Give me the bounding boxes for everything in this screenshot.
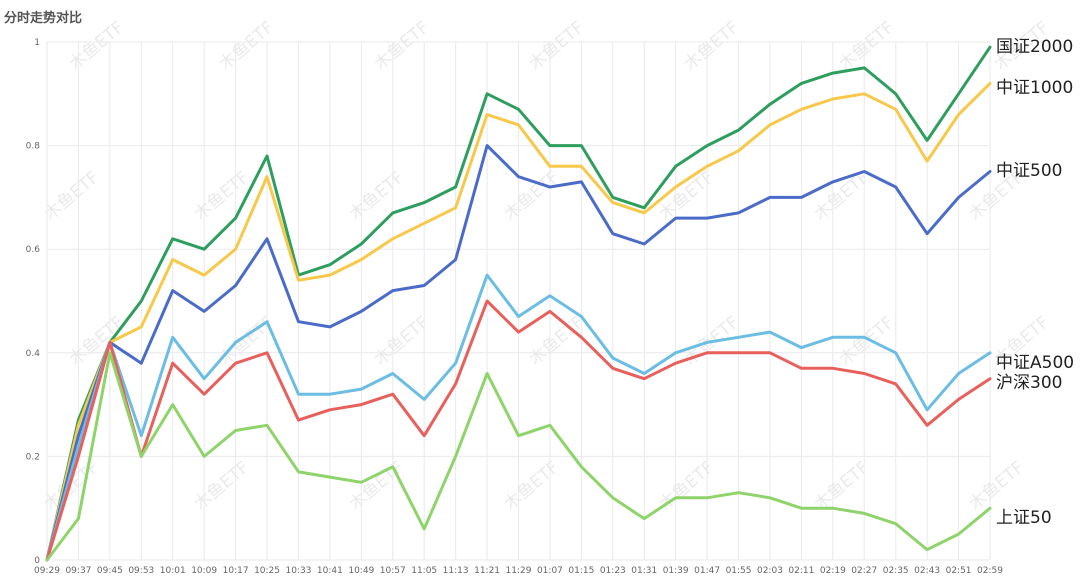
- watermark-text: 木鱼ETF: [345, 458, 408, 515]
- watermark-text: 木鱼ETF: [190, 458, 253, 515]
- x-tick-label: 09:37: [65, 566, 91, 576]
- x-gridlines: [46, 42, 991, 560]
- watermark-text: 木鱼ETF: [835, 18, 898, 75]
- x-tick-label: 09:53: [128, 566, 154, 576]
- x-tick-label: 10:49: [348, 566, 374, 576]
- x-tick-label: 10:09: [191, 566, 217, 576]
- x-tick-label: 09:29: [34, 566, 60, 576]
- watermark-text: 木鱼ETF: [215, 313, 278, 370]
- watermark-text: 木鱼ETF: [370, 18, 433, 75]
- y-tick-label: 0.8: [26, 142, 41, 152]
- x-tick-label: 02:43: [914, 566, 940, 576]
- x-axis-ticks: 09:29 09:37 09:45 09:53 10:01 10:09 10:17 10:25…: [34, 566, 1003, 576]
- chart-title: 分时走势对比: [4, 10, 82, 26]
- series-label: 中证500: [996, 161, 1062, 181]
- series-label: 中证A500: [996, 353, 1074, 373]
- y-tick-label: 0.6: [26, 245, 41, 255]
- x-tick-label: 01:15: [568, 566, 594, 576]
- watermark-text: 木鱼ETF: [525, 18, 588, 75]
- watermark-text: 木鱼ETF: [65, 18, 128, 75]
- y-tick-label: 0: [34, 556, 40, 566]
- x-tick-label: 01:39: [663, 566, 689, 576]
- x-tick-label: 10:25: [254, 566, 280, 576]
- y-tick-label: 1: [34, 38, 40, 48]
- watermark-text: 木鱼ETF: [835, 313, 898, 370]
- x-tick-label: 01:47: [694, 566, 720, 576]
- x-tick-label: 02:03: [757, 566, 783, 576]
- watermark-text: 木鱼ETF: [65, 313, 128, 370]
- x-tick-label: 02:35: [883, 566, 909, 576]
- watermark-text: 木鱼ETF: [370, 313, 433, 370]
- series-label: 国证2000: [996, 37, 1073, 57]
- watermark-text: 木鱼ETF: [345, 168, 408, 225]
- x-tick-label: 09:45: [97, 566, 123, 576]
- x-tick-label: 01:23: [600, 566, 626, 576]
- x-tick-label: 01:55: [726, 566, 752, 576]
- x-tick-label: 02:59: [977, 566, 1003, 576]
- watermark-text: 木鱼ETF: [500, 458, 563, 515]
- x-tick-label: 11:05: [411, 566, 437, 576]
- watermark-text: 木鱼ETF: [40, 168, 103, 225]
- x-tick-label: 01:31: [631, 566, 657, 576]
- x-tick-label: 11:13: [443, 566, 469, 576]
- x-tick-label: 10:57: [380, 566, 406, 576]
- watermark-layer: 木鱼ETF 木鱼ETF 木鱼ETF 木鱼ETF 木鱼ETF 木鱼ETF 木鱼ETF 木鱼ETF…: [40, 18, 1053, 515]
- x-tick-label: 11:21: [474, 566, 500, 576]
- x-tick-label: 11:29: [506, 566, 532, 576]
- series-label: 沪深300: [996, 373, 1062, 393]
- x-tick-label: 10:41: [317, 566, 343, 576]
- series-lines: [45, 45, 992, 562]
- series-label: 中证1000: [996, 78, 1073, 98]
- x-tick-label: 10:01: [160, 566, 186, 576]
- x-tick-label: 02:51: [946, 566, 972, 576]
- x-tick-label: 10:17: [223, 566, 249, 576]
- watermark-text: 木鱼ETF: [500, 168, 563, 225]
- watermark-text: 木鱼ETF: [215, 18, 278, 75]
- watermark-text: 木鱼ETF: [190, 168, 253, 225]
- y-tick-label: 0.2: [26, 452, 40, 462]
- watermark-text: 木鱼ETF: [810, 458, 873, 515]
- watermark-text: 木鱼ETF: [680, 18, 743, 75]
- series-label: 上证50: [996, 508, 1052, 528]
- x-tick-label: 10:33: [285, 566, 311, 576]
- x-tick-label: 02:11: [788, 566, 814, 576]
- x-tick-label: 01:07: [537, 566, 563, 576]
- y-tick-label: 0.4: [26, 349, 41, 359]
- watermark-text: 木鱼ETF: [810, 168, 873, 225]
- x-tick-label: 02:19: [820, 566, 846, 576]
- watermark-text: 木鱼ETF: [965, 458, 1028, 515]
- y-axis-ticks: 0 0.2 0.4 0.6 0.8 1: [26, 38, 41, 566]
- x-tick-label: 02:27: [851, 566, 877, 576]
